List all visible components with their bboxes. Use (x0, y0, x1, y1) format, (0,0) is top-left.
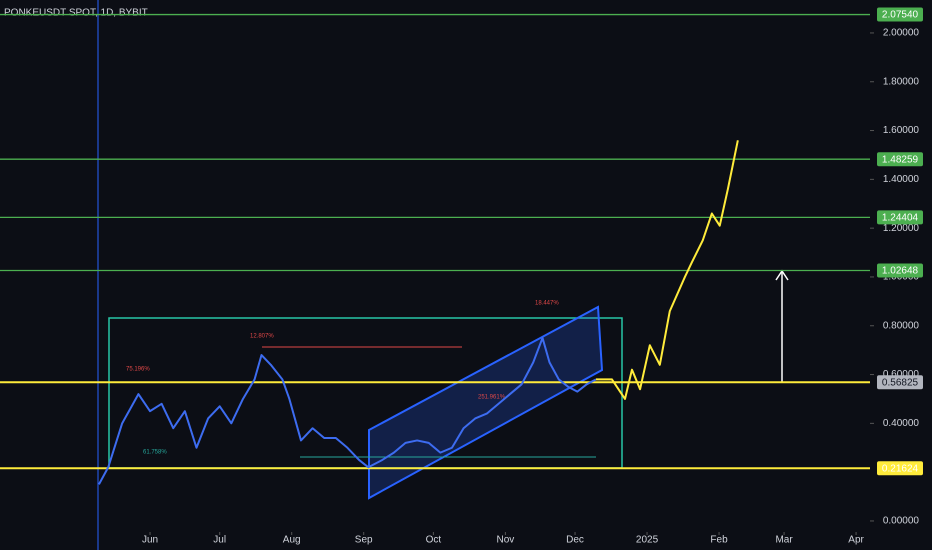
x-tick-label: Dec (566, 535, 584, 546)
y-tick-label: 0.00000 (883, 516, 920, 527)
y-tick-label: 1.20000 (883, 223, 920, 234)
x-tick-label: Apr (848, 535, 864, 546)
y-tick-label: 0.40000 (883, 418, 920, 429)
level-tag (877, 152, 923, 167)
level-tag (877, 210, 923, 225)
level-tag (877, 263, 923, 278)
x-tick-label: 2025 (636, 535, 659, 546)
annotation: 251.961% (478, 395, 506, 401)
level-label: 1.02648 (882, 266, 919, 277)
x-tick-label: Jun (142, 535, 158, 546)
level-tag (877, 375, 923, 390)
level-label: 0.21624 (882, 463, 919, 474)
x-tick-label: Jul (213, 535, 226, 546)
y-tick-label: 1.40000 (883, 174, 920, 185)
y-tick-label: 1.60000 (883, 125, 920, 136)
level-label: 1.24404 (882, 213, 919, 224)
y-tick-label: 0.60000 (883, 369, 920, 380)
annotation: 75.196% (126, 367, 150, 373)
x-tick-label: Sep (355, 535, 373, 546)
channel (368, 305, 604, 500)
x-tick-label: Nov (496, 535, 514, 546)
annotation: 61.758% (143, 450, 167, 456)
series-line (98, 336, 597, 485)
x-tick-label: Feb (710, 535, 728, 546)
x-tick-label: Oct (426, 535, 442, 546)
y-tick-label: 1.80000 (883, 76, 920, 87)
y-tick-label: 0.80000 (883, 320, 920, 331)
level-tag (877, 7, 923, 22)
level-label: 2.07540 (882, 10, 919, 21)
x-tick-label: Mar (775, 535, 793, 546)
y-tick-label: 2.00000 (883, 28, 920, 39)
level-tag (877, 461, 923, 476)
series-line (595, 140, 739, 400)
annotation: 18.447% (535, 301, 559, 307)
level-label: 0.56825 (882, 377, 919, 388)
annotation: 12.807% (250, 334, 274, 340)
x-tick-label: Aug (283, 535, 301, 546)
chart-title: PONKEUSDT SPOT, 1D, BYBIT (4, 8, 148, 19)
level-label: 1.48259 (882, 154, 919, 165)
